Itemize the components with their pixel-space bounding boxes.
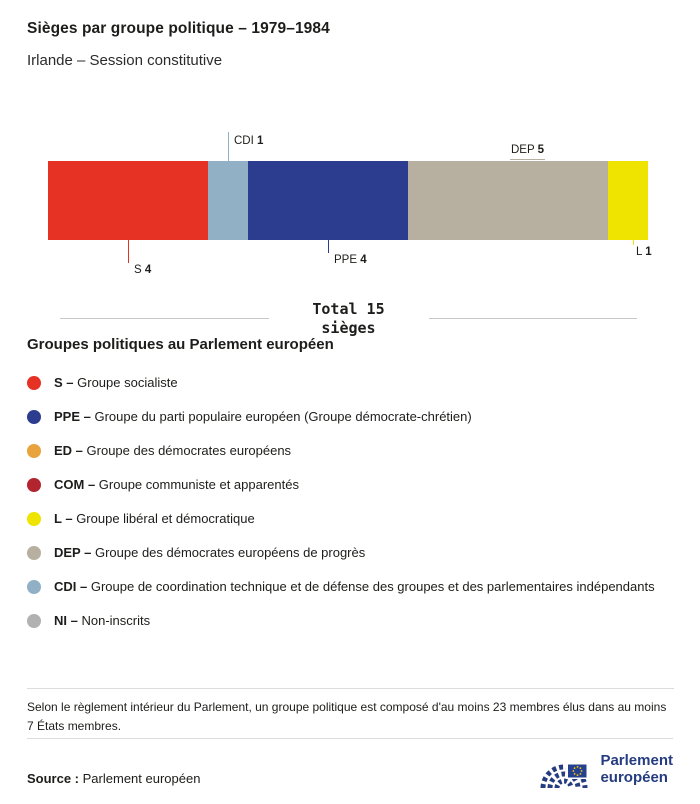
legend-dot-ni <box>27 614 41 628</box>
callout-ppe-line <box>328 240 330 253</box>
total-seats-label: Total 15 sièges <box>312 300 385 337</box>
legend-item-com: COM – Groupe communiste et apparentés <box>27 475 674 495</box>
legend-item-ed: ED – Groupe des démocrates européens <box>27 441 674 461</box>
legend-dot-ed <box>27 444 41 458</box>
callout-cdi-label: CDI 1 <box>234 135 264 147</box>
callout-dep-label: DEP 5 <box>510 144 546 160</box>
callout-dep: DEP 5 <box>510 144 546 160</box>
legend-item-l: L – Groupe libéral et démocratique <box>27 509 674 529</box>
legend-dot-l <box>27 512 41 526</box>
seat-bar <box>48 161 648 240</box>
seat-chart: CDI 1 DEP 5 S 4 PPE 4 L 1 <box>48 128 652 278</box>
callout-ppe-label: PPE 4 <box>334 254 367 266</box>
total-seats: Total 15 sièges <box>60 300 637 338</box>
bar-segment-cdi <box>208 161 248 240</box>
legend-item-dep: DEP – Groupe des démocrates européens de… <box>27 543 674 563</box>
chart-title: Sièges par groupe politique – 1979–1984 <box>27 20 330 37</box>
callout-l-label: L 1 <box>636 246 652 258</box>
legend-item-ni: NI – Non-inscrits <box>27 611 674 631</box>
total-rule-left <box>60 318 269 320</box>
hemicycle-flag-icon <box>540 763 589 789</box>
legend-item-cdi: CDI – Groupe de coordination technique e… <box>27 577 674 597</box>
bar-segment-s <box>48 161 208 240</box>
legend-dot-ppe <box>27 410 41 424</box>
legend-item-ppe: PPE – Groupe du parti populaire européen… <box>27 407 674 427</box>
total-rule-right <box>428 318 637 320</box>
legend-dot-dep <box>27 546 41 560</box>
legend-list: S – Groupe socialiste PPE – Groupe du pa… <box>27 373 674 631</box>
legend-dot-s <box>27 376 41 390</box>
legend: Groupes politiques au Parlement européen… <box>27 336 674 631</box>
callout-s-line <box>127 240 129 263</box>
legend-heading: Groupes politiques au Parlement européen <box>27 336 334 353</box>
legend-dot-cdi <box>27 580 41 594</box>
header: Sièges par groupe politique – 1979–1984 … <box>27 20 330 69</box>
bar-segment-l <box>608 161 648 240</box>
bar-segment-dep <box>408 161 608 240</box>
source-section: Source : Parlement européen <box>27 738 673 796</box>
logo-text: Parlement européen <box>600 751 673 786</box>
chart-subtitle: Irlande – Session constitutive <box>27 52 223 69</box>
european-parliament-logo: Parlement européen <box>539 748 673 796</box>
legend-item-s: S – Groupe socialiste <box>27 373 674 393</box>
source-line: Source : Parlement européen <box>27 771 201 786</box>
callout-s-label: S 4 <box>133 264 152 276</box>
callout-l-line <box>633 240 634 245</box>
footnote: Selon le règlement intérieur du Parlemen… <box>27 688 674 736</box>
callout-cdi-line <box>228 132 229 161</box>
legend-dot-com <box>27 478 41 492</box>
bar-segment-ppe <box>248 161 408 240</box>
